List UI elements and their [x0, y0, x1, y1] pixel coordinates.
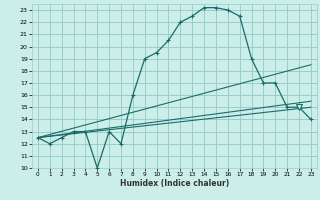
X-axis label: Humidex (Indice chaleur): Humidex (Indice chaleur): [120, 179, 229, 188]
